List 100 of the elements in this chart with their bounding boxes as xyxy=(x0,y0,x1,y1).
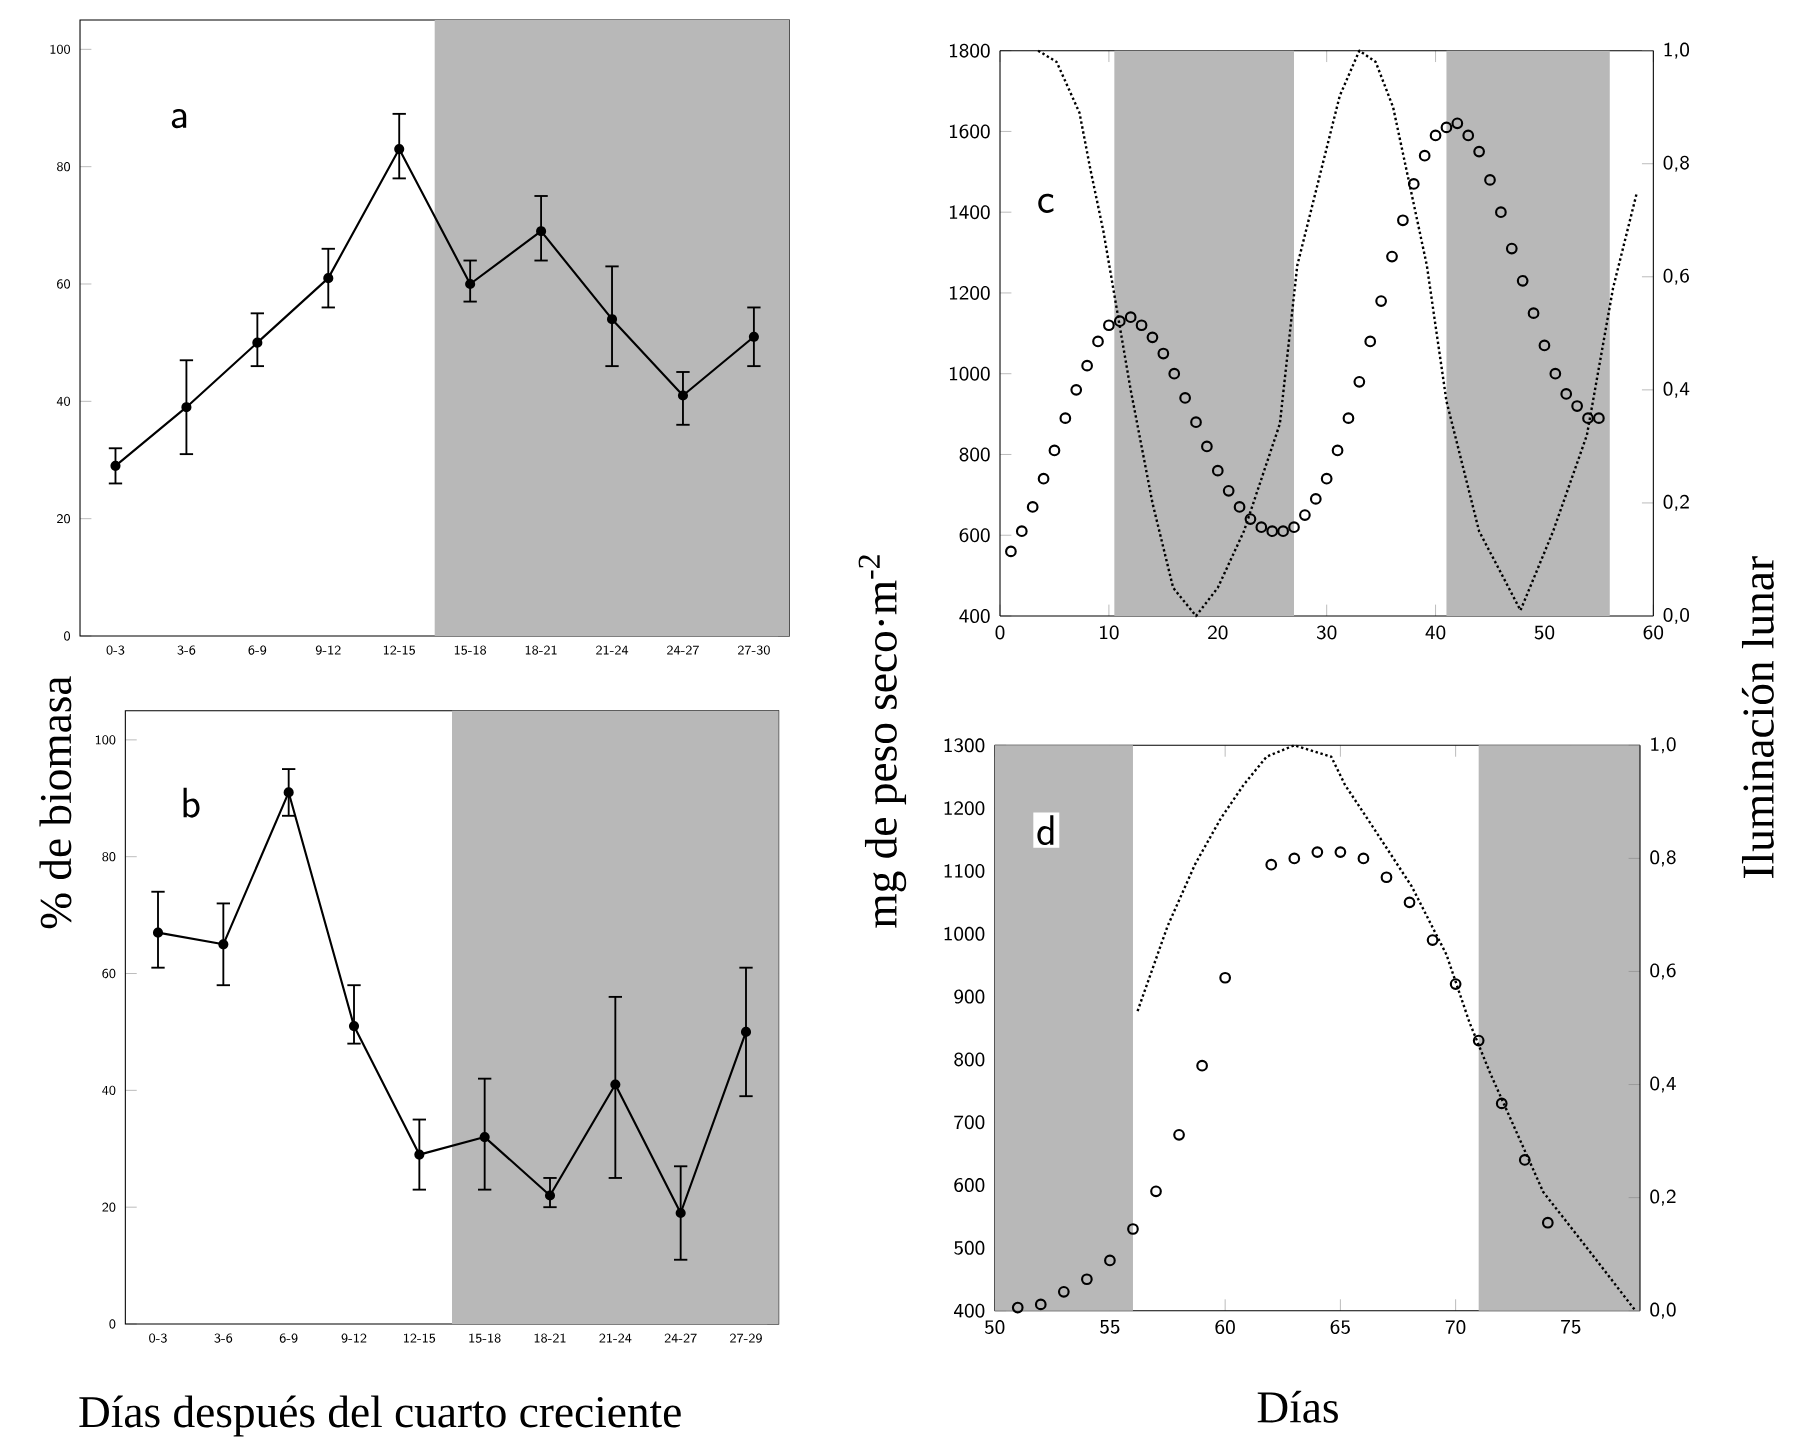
y-tick-label: 1300 xyxy=(944,738,985,753)
point xyxy=(1196,1059,1208,1072)
point xyxy=(1353,375,1366,388)
point xyxy=(1266,525,1279,538)
point xyxy=(1549,367,1562,380)
y-tick-label: 400 xyxy=(959,609,990,623)
point xyxy=(218,939,229,950)
point xyxy=(1484,174,1496,186)
point xyxy=(1527,307,1540,320)
x-tick-label: 20 xyxy=(1208,625,1228,640)
point xyxy=(740,1026,752,1038)
y-tick-label: 1000 xyxy=(949,366,990,381)
point xyxy=(1538,339,1551,352)
x-tick-label: 60 xyxy=(1215,1320,1235,1335)
y2-tick-label: 0,2 xyxy=(1650,1189,1676,1206)
point xyxy=(1451,117,1464,130)
point xyxy=(1173,1128,1185,1141)
point xyxy=(1288,521,1300,534)
point xyxy=(1571,400,1583,412)
point xyxy=(1311,846,1324,858)
y-axis-title: % de biomasa xyxy=(39,676,72,929)
point xyxy=(1150,1185,1162,1198)
y-tick-label: 900 xyxy=(954,989,985,1004)
point xyxy=(348,1021,360,1032)
annotation: b xyxy=(183,787,200,818)
y-tick-label: 400 xyxy=(953,1303,985,1318)
point xyxy=(1472,1034,1485,1047)
point xyxy=(1403,896,1416,909)
point xyxy=(1495,1097,1508,1110)
point xyxy=(1334,846,1347,858)
point xyxy=(1015,525,1028,538)
y-tick-label: 800 xyxy=(954,1052,985,1067)
y2-tick-label: 0,6 xyxy=(1663,268,1689,285)
point xyxy=(1092,335,1104,348)
point xyxy=(748,331,759,342)
point xyxy=(1265,858,1278,871)
point xyxy=(1462,129,1475,142)
point xyxy=(1357,852,1370,865)
point xyxy=(1179,392,1191,404)
y-tick-label: 700 xyxy=(954,1115,985,1130)
point xyxy=(1059,412,1072,424)
point xyxy=(1364,335,1377,348)
x-tick-label: 10 xyxy=(1100,625,1119,640)
point xyxy=(1011,1301,1024,1314)
x-axis-title: Días xyxy=(1257,1390,1338,1423)
point xyxy=(1037,472,1050,485)
point xyxy=(1157,347,1170,360)
y-tick-label: 1600 xyxy=(949,124,990,139)
point xyxy=(1146,331,1159,344)
y2-axis-title: Iluminación lunar xyxy=(1741,556,1774,878)
y2-tick-label: 0,0 xyxy=(1663,607,1690,625)
point xyxy=(1309,493,1322,505)
point xyxy=(610,1079,621,1090)
point xyxy=(1418,149,1431,162)
annotation: d xyxy=(1037,815,1054,846)
x-tick-label: 40 xyxy=(1425,625,1446,640)
point xyxy=(414,1149,425,1160)
annotation: c xyxy=(1038,193,1054,213)
point xyxy=(1541,1216,1554,1229)
y-tick-label: 1000 xyxy=(944,926,985,941)
point xyxy=(1397,214,1409,227)
point xyxy=(479,1132,490,1143)
point xyxy=(323,273,334,284)
point xyxy=(1407,178,1420,190)
point xyxy=(536,226,547,237)
point xyxy=(1081,359,1093,372)
point xyxy=(675,1207,686,1219)
point xyxy=(465,278,476,290)
point xyxy=(1034,1298,1047,1311)
y-tick-label: 1200 xyxy=(949,285,990,300)
y2-tick-label: 1,0 xyxy=(1651,737,1676,754)
point xyxy=(1288,852,1301,865)
y-tick-label: 500 xyxy=(954,1240,985,1255)
y2-tick-label: 0,4 xyxy=(1663,381,1690,398)
point xyxy=(1473,145,1485,158)
y2-tick-label: 0,8 xyxy=(1663,155,1689,172)
point xyxy=(606,314,618,325)
point xyxy=(1104,1254,1116,1267)
y-tick-label: 800 xyxy=(959,447,990,462)
point xyxy=(1331,444,1344,457)
x-tick-label: 65 xyxy=(1330,1320,1350,1335)
point xyxy=(1299,509,1311,521)
point xyxy=(1320,472,1333,485)
x-tick-label: 50 xyxy=(1534,625,1555,640)
point xyxy=(1516,274,1529,287)
point xyxy=(1593,412,1605,424)
point xyxy=(1113,315,1126,328)
x-tick-label: 30 xyxy=(1316,625,1337,640)
y2-tick-label: 0,8 xyxy=(1650,850,1676,867)
point xyxy=(1103,319,1115,332)
y-tick-label: 600 xyxy=(954,1178,985,1193)
annotation: a xyxy=(171,108,187,129)
point xyxy=(1244,513,1257,525)
point xyxy=(1190,416,1202,429)
point xyxy=(1582,412,1594,424)
point xyxy=(1495,206,1507,219)
point xyxy=(181,402,192,413)
y2-tick-label: 0,0 xyxy=(1650,1302,1676,1319)
point xyxy=(1440,121,1453,134)
point xyxy=(1560,388,1573,400)
